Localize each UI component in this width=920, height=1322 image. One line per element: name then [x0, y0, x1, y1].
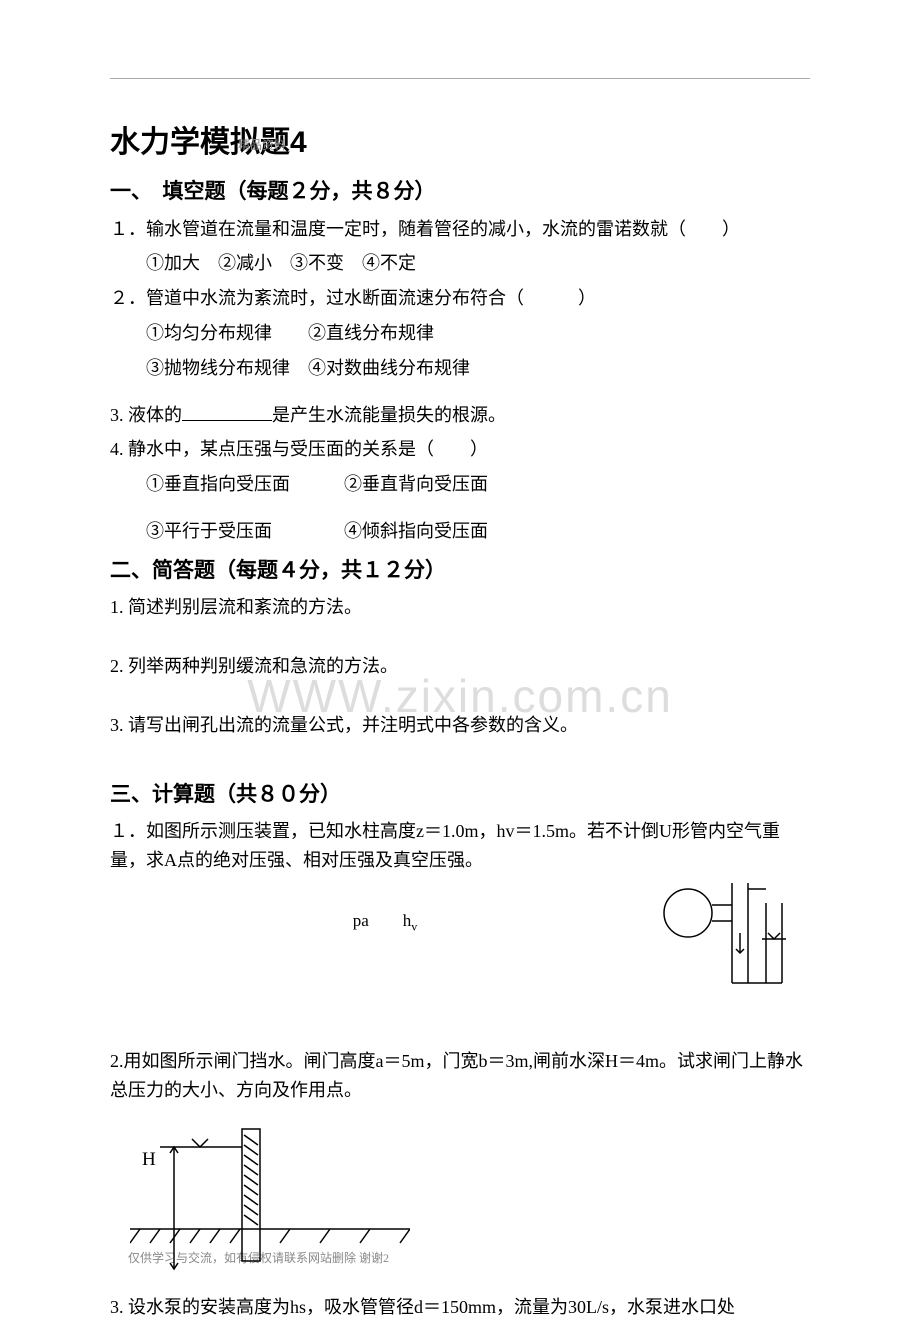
section1-heading: 一、 填空题（每题２分，共８分） — [110, 175, 810, 209]
s3-q1: １．如图所示测压装置，已知水柱高度z＝1.0m，hv＝1.5m。若不计倒U形管内… — [110, 817, 810, 875]
s1-q4-opt2: ③平行于受压面 ④倾斜指向受压面 — [110, 517, 810, 546]
s1-q2-opt1: ①均匀分布规律 ②直线分布规律 — [110, 319, 810, 348]
s2-q1: 1. 简述判别层流和紊流的方法。 — [110, 593, 810, 622]
figure1-row: pa hv — [110, 883, 810, 1003]
header-divider — [110, 78, 810, 79]
fig2-H-label: H — [142, 1149, 156, 1170]
s3-q3: 3. 设水泵的安装高度为hs，吸水管管径d＝150mm，流量为30L/s，水泵进… — [110, 1293, 810, 1322]
s1-q1-options: ①加大 ②减小 ③不变 ④不定 — [110, 249, 810, 278]
s1-q4: 4. 静水中，某点压强与受压面的关系是（ ） — [110, 435, 810, 464]
figure1-label: pa hv — [110, 883, 660, 937]
document-title: 水力学模拟题4 — [110, 119, 810, 167]
fig1-h: h — [403, 911, 412, 930]
s1-q4-opt1: ①垂直指向受压面 ②垂直背向受压面 — [110, 470, 810, 499]
header-label: 精品资料 — [238, 136, 286, 155]
s1-q2: ２．管道中水流为紊流时，过水断面流速分布符合（ ） — [110, 284, 810, 313]
s1-q3: 3. 液体的 是产生水流能量损失的根源。 — [110, 401, 810, 430]
blank-line — [182, 403, 272, 421]
s1-q3-post: 是产生水流能量损失的根源。 — [272, 405, 506, 425]
s3-q2: 2.用如图所示闸门挡水。闸门高度a＝5m，门宽b＝3m,闸前水深H＝4m。试求闸… — [110, 1047, 810, 1105]
fig1-v: v — [411, 919, 417, 933]
s1-q2-opt2: ③抛物线分布规律 ④对数曲线分布规律 — [110, 354, 810, 383]
s1-q1: １．输水管道在流量和温度一定时，随着管径的减小，水流的雷诺数就（ ） — [110, 215, 810, 244]
s2-q2: 2. 列举两种判别缓流和急流的方法。 — [110, 652, 810, 681]
figure2-svg: H — [130, 1121, 410, 1281]
s2-q3: 3. 请写出闸孔出流的流量公式，并注明式中各参数的含义。 — [110, 711, 810, 740]
s1-q3-pre: 3. 液体的 — [110, 405, 182, 425]
figure2-wrapper: H — [110, 1111, 810, 1294]
section2-heading: 二、简答题（每题４分，共１２分） — [110, 554, 810, 588]
section3-heading: 三、计算题（共８０分） — [110, 778, 810, 812]
figure1-svg — [660, 883, 800, 1003]
fig1-pa: pa — [353, 911, 369, 930]
